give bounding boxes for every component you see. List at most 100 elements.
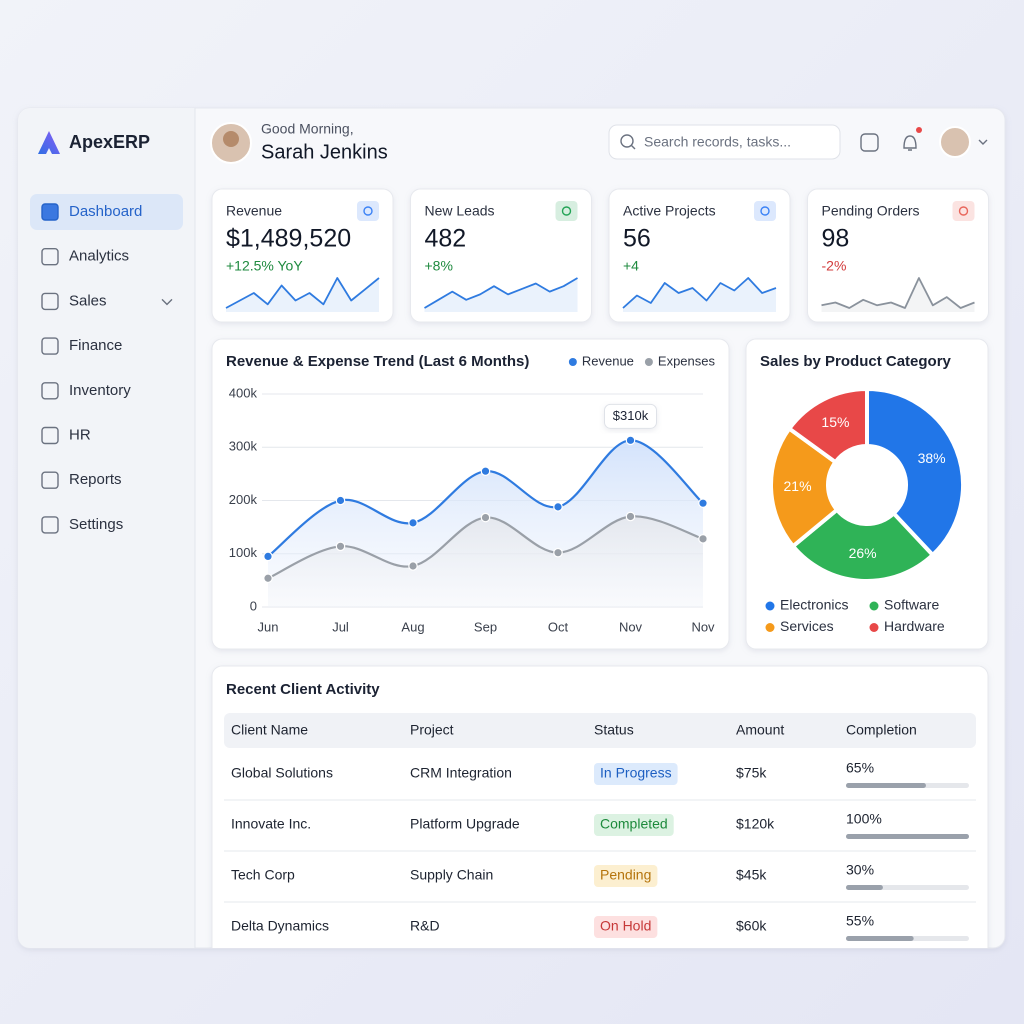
data-label: 15% [821, 414, 849, 430]
legend-label: Revenue [582, 353, 634, 368]
data-point[interactable] [625, 511, 636, 522]
donut-segment[interactable] [865, 387, 965, 557]
nav-item[interactable]: Inventory [69, 382, 131, 399]
chart-title: Revenue & Expense Trend (Last 6 Months) [226, 353, 529, 370]
sparkline [225, 277, 380, 309]
cell: Delta Dynamics [231, 918, 329, 934]
data-point[interactable] [625, 435, 636, 446]
logo [38, 131, 60, 154]
search-icon-handle [630, 144, 636, 150]
status: In Progress [600, 765, 672, 781]
data-point[interactable] [335, 495, 346, 506]
nav-active-bg [30, 194, 183, 230]
greeting: Good Morning, [261, 121, 354, 137]
kpi-label: New Leads [425, 203, 495, 219]
kpi-label: Active Projects [623, 203, 716, 219]
data-point[interactable] [553, 547, 563, 558]
cell: Platform Upgrade [410, 816, 520, 832]
donut-segment[interactable] [791, 507, 935, 583]
legend-label: Services [780, 618, 834, 634]
column-header: Status [594, 722, 634, 738]
status-pill [594, 865, 658, 887]
data-label: 26% [849, 545, 877, 561]
data-point[interactable] [553, 502, 563, 512]
kpi-change: +12.5% YoY [226, 258, 303, 274]
cell: R&D [410, 918, 440, 934]
nav-item[interactable]: Settings [69, 516, 123, 533]
cell: CRM Integration [410, 765, 512, 781]
nav-icon [41, 337, 59, 355]
kpi-card [807, 188, 989, 323]
legend-marker [869, 601, 879, 611]
kpi-card [608, 188, 791, 323]
nav-icon [41, 516, 59, 534]
x-tick-label: Jul [332, 619, 349, 634]
kpi-icon [357, 201, 379, 221]
status: Completed [600, 816, 668, 832]
x-tick-label: Sep [474, 619, 497, 634]
chart-title: Sales by Product Category [760, 353, 952, 370]
data-point[interactable] [698, 498, 708, 508]
kpi-icon-glyph [760, 206, 770, 216]
notification-badge [916, 127, 922, 133]
legend-label: Hardware [884, 618, 945, 634]
data-point[interactable] [263, 551, 273, 562]
progress-bar [846, 936, 914, 941]
y-tick-label: 300k [229, 439, 258, 454]
data-label: 21% [784, 478, 812, 494]
cell: $120k [736, 816, 775, 832]
column-header: Project [410, 722, 454, 738]
user-name: Sarah Jenkins [261, 141, 388, 163]
app-name: ApexERP [69, 132, 150, 152]
status-pill [594, 763, 678, 785]
kpi-label: Revenue [226, 203, 282, 219]
data-point[interactable] [698, 534, 708, 544]
nav-icon [41, 471, 59, 489]
kpi-change: +8% [425, 258, 453, 274]
data-point[interactable] [408, 518, 418, 528]
kpi-value: 56 [623, 225, 651, 253]
donut-segment[interactable] [769, 426, 839, 549]
x-tick-label: Nov [691, 619, 715, 634]
nav: Dashboard Analytics Sales Finance Inventory H… [30, 194, 183, 534]
legend-label: Electronics [780, 597, 848, 613]
nav-item[interactable]: Finance [69, 337, 122, 354]
kpi-icon [754, 201, 776, 221]
progress-bar [846, 834, 969, 839]
search-box[interactable] [608, 124, 841, 160]
legend-marker [869, 623, 879, 632]
nav-icon [41, 292, 59, 311]
completion-label: 65% [846, 760, 874, 776]
data-point[interactable] [335, 541, 346, 552]
cell: $75k [736, 765, 767, 781]
nav-item[interactable]: Analytics [69, 248, 129, 265]
kpi-icon-glyph [561, 206, 572, 216]
data-point[interactable] [408, 561, 418, 571]
nav-icon [41, 203, 59, 221]
legend-marker [765, 601, 775, 611]
kpi-value: 482 [425, 225, 467, 253]
status: Pending [600, 867, 651, 883]
annotation: $310k [613, 408, 649, 423]
kpi-icon-glyph [363, 206, 373, 216]
donut-segment[interactable] [787, 387, 869, 465]
profile-avatar[interactable] [939, 126, 971, 158]
x-tick-label: Nov [619, 619, 643, 634]
data-point[interactable] [263, 573, 273, 584]
nav-item[interactable]: HR [69, 426, 91, 443]
notification-button[interactable] [903, 135, 917, 151]
cell: Global Solutions [231, 765, 333, 781]
data-point[interactable] [480, 466, 491, 477]
nav-item[interactable]: Dashboard [69, 203, 142, 220]
nav-item[interactable]: Reports [69, 471, 122, 488]
profile-chevron[interactable] [978, 139, 988, 145]
kpi-value: $1,489,520 [226, 225, 351, 253]
data-point[interactable] [480, 512, 491, 523]
nav-chevron[interactable] [161, 298, 173, 306]
calendar-button[interactable] [860, 133, 879, 152]
legend-marker [765, 623, 775, 632]
nav-item[interactable]: Sales [69, 292, 107, 309]
table-title: Recent Client Activity [226, 681, 380, 698]
